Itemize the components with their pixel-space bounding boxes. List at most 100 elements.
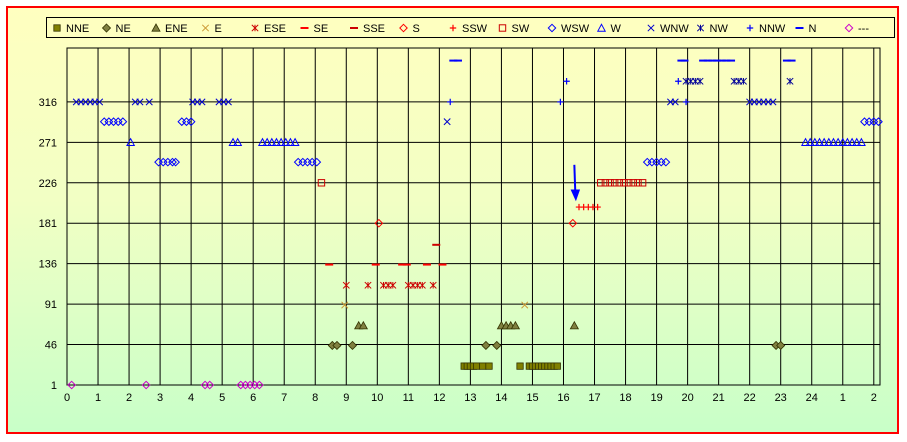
legend-label: NNE	[66, 23, 89, 35]
x-tick-label: 3	[157, 392, 163, 404]
data-point	[358, 320, 369, 330]
x-tick-label: 15	[526, 392, 538, 404]
legend-label: ---	[858, 23, 869, 35]
x-tick-label: 7	[281, 392, 287, 404]
legend-entry: S	[399, 23, 420, 35]
y-tick-label: 271	[39, 137, 57, 149]
data-point	[389, 281, 397, 289]
data-point	[856, 137, 866, 147]
data-point	[516, 362, 524, 370]
x-tick-label: 5	[219, 392, 225, 404]
data-point	[163, 157, 173, 167]
data-point	[228, 137, 238, 147]
annotation-arrow-head	[570, 189, 581, 202]
x-tick-label: 22	[744, 392, 756, 404]
data-point	[786, 77, 794, 85]
legend-entry: WSW	[547, 23, 590, 35]
data-point	[860, 117, 869, 127]
data-point	[696, 77, 704, 85]
data-point	[569, 320, 580, 330]
series-ne	[327, 340, 786, 351]
y-tick-label: 181	[39, 218, 57, 230]
data-point	[126, 137, 136, 147]
data-point	[67, 380, 77, 390]
legend-entry: ---	[844, 23, 869, 35]
data-point	[141, 380, 151, 390]
data-point	[224, 98, 232, 106]
data-point	[109, 117, 118, 127]
x-tick-label: 10	[371, 392, 383, 404]
legend-marker	[647, 24, 655, 32]
data-point	[819, 137, 829, 147]
x-tick-label: 12	[433, 392, 445, 404]
legend-label: WSW	[561, 23, 590, 35]
plot-area	[66, 47, 881, 386]
data-point	[656, 157, 666, 167]
data-point	[154, 157, 163, 167]
legend-marker	[844, 23, 854, 33]
y-tick-label: 91	[45, 299, 57, 311]
legend-entry: NNW	[746, 23, 786, 35]
data-point	[624, 179, 633, 187]
data-point	[647, 157, 657, 167]
data-point	[341, 301, 349, 309]
series-ene	[354, 320, 580, 330]
x-tick-label: 16	[557, 392, 569, 404]
data-point	[307, 157, 317, 167]
legend-label: N	[809, 23, 817, 35]
data-point	[233, 137, 243, 147]
data-point	[769, 98, 777, 106]
data-point	[521, 301, 529, 309]
series-	[67, 380, 264, 390]
legend-label: NNW	[759, 23, 786, 35]
data-point	[96, 98, 104, 106]
data-point	[276, 137, 286, 147]
legend-entry: WNW	[647, 23, 689, 35]
data-point	[874, 117, 883, 127]
legend-marker	[101, 23, 112, 33]
data-point	[145, 98, 153, 106]
data-point	[852, 137, 862, 147]
y-tick-label: 316	[39, 97, 57, 109]
data-point	[671, 98, 679, 106]
legend-label: SSW	[462, 23, 488, 35]
legend-label: E	[215, 23, 222, 35]
y-tick-label: 136	[39, 259, 57, 271]
legend-label: S	[413, 23, 420, 35]
data-point	[257, 137, 268, 147]
x-tick-label: 21	[713, 392, 725, 404]
data-point	[158, 157, 168, 167]
data-point	[833, 137, 843, 147]
y-tick-label: 226	[39, 178, 57, 190]
series-w	[126, 137, 866, 147]
data-point	[479, 362, 487, 370]
series-wsw	[99, 117, 883, 167]
data-point	[271, 137, 281, 147]
x-tick-label: 20	[681, 392, 693, 404]
legend-entry: SSW	[449, 23, 488, 35]
data-point	[171, 157, 181, 167]
x-tick-label: 0	[64, 392, 70, 404]
data-point	[615, 179, 624, 187]
legend-label: NE	[116, 23, 131, 35]
x-tick-label: 2	[126, 392, 132, 404]
legend-entry: E	[201, 23, 222, 35]
data-point	[290, 137, 300, 147]
data-point	[553, 362, 561, 370]
legend-entry: SSE	[350, 23, 385, 35]
x-tick-label: 23	[775, 392, 787, 404]
data-point	[800, 137, 811, 147]
series-wnw	[72, 98, 777, 126]
data-point	[473, 362, 481, 370]
data-point	[838, 137, 848, 147]
data-point	[805, 137, 815, 147]
data-point	[594, 203, 601, 211]
data-point	[262, 137, 272, 147]
data-point	[847, 137, 857, 147]
data-point	[205, 380, 215, 390]
legend-label: ENE	[165, 23, 188, 35]
series-sw	[317, 179, 647, 187]
data-point	[620, 179, 628, 187]
legend-marker	[201, 24, 210, 32]
data-point	[168, 157, 177, 167]
